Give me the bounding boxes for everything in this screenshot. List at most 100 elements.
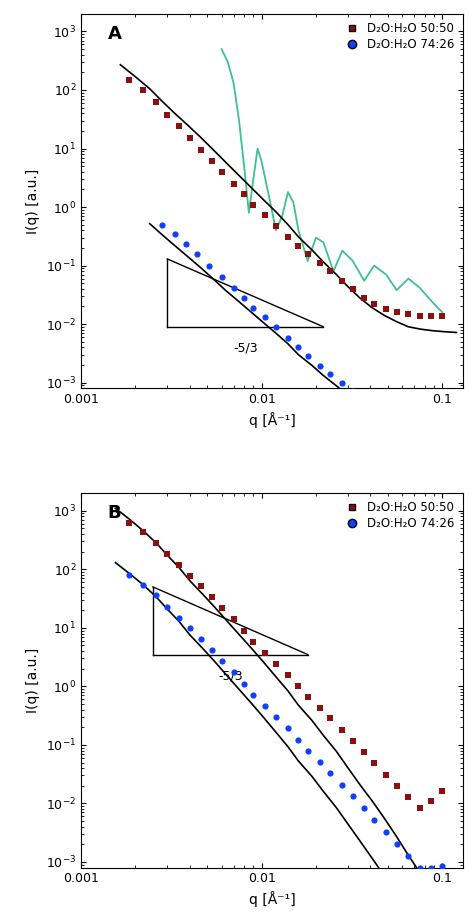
Point — [284, 330, 291, 345]
Point — [240, 677, 248, 691]
Point — [197, 631, 204, 646]
Point — [229, 612, 237, 627]
Point — [415, 800, 423, 815]
Point — [382, 402, 389, 417]
Y-axis label: I(q) [a.u.]: I(q) [a.u.] — [26, 169, 40, 234]
Point — [326, 367, 333, 382]
Point — [284, 721, 291, 736]
Text: -5/3: -5/3 — [218, 670, 242, 683]
Point — [359, 390, 367, 405]
Point — [186, 131, 193, 146]
Point — [392, 837, 400, 852]
Y-axis label: I(q) [a.u.]: I(q) [a.u.] — [26, 648, 40, 713]
Point — [271, 219, 279, 234]
Point — [294, 732, 302, 747]
Point — [125, 568, 133, 582]
Legend: D₂O:H₂O 50:50, D₂O:H₂O 74:26: D₂O:H₂O 50:50, D₂O:H₂O 74:26 — [335, 497, 458, 535]
Point — [426, 860, 434, 875]
Point — [359, 745, 367, 760]
Point — [163, 599, 171, 614]
Point — [217, 270, 225, 284]
Point — [249, 688, 257, 702]
Point — [415, 308, 423, 323]
Point — [249, 300, 257, 315]
Point — [437, 308, 445, 323]
Point — [197, 579, 204, 593]
Point — [315, 358, 323, 373]
Point — [437, 784, 445, 798]
Point — [175, 610, 183, 625]
Point — [404, 306, 411, 321]
Point — [303, 246, 311, 261]
Text: A: A — [108, 25, 121, 43]
Point — [240, 623, 248, 638]
Point — [382, 767, 389, 782]
X-axis label: q [Å⁻¹]: q [Å⁻¹] — [248, 891, 295, 907]
Point — [404, 789, 411, 804]
Point — [338, 777, 346, 792]
Point — [348, 788, 356, 803]
Point — [229, 176, 237, 191]
Point — [294, 238, 302, 253]
Point — [181, 237, 189, 252]
Point — [338, 376, 346, 390]
Point — [152, 95, 159, 110]
Text: -5/3: -5/3 — [232, 342, 257, 355]
Point — [369, 756, 377, 771]
Point — [315, 701, 323, 715]
Point — [249, 198, 257, 212]
Point — [404, 849, 411, 864]
Point — [217, 600, 225, 615]
Point — [139, 577, 147, 592]
Point — [437, 858, 445, 873]
Point — [294, 340, 302, 354]
Point — [392, 778, 400, 793]
Point — [303, 743, 311, 758]
Point — [359, 291, 367, 306]
Point — [240, 291, 248, 306]
Point — [205, 258, 212, 273]
Point — [369, 396, 377, 411]
Point — [139, 525, 147, 540]
Point — [382, 824, 389, 839]
Point — [261, 208, 268, 222]
Point — [369, 296, 377, 311]
Point — [303, 349, 311, 364]
Point — [426, 794, 434, 809]
Point — [426, 308, 434, 323]
Point — [125, 72, 133, 87]
Point — [426, 422, 434, 437]
Point — [170, 226, 178, 241]
Point — [249, 634, 257, 649]
Point — [315, 755, 323, 770]
Point — [193, 247, 201, 262]
Point — [271, 710, 279, 725]
Point — [175, 119, 183, 134]
Point — [261, 310, 268, 325]
Point — [348, 282, 356, 296]
Point — [338, 273, 346, 288]
Point — [175, 557, 183, 572]
Point — [197, 142, 204, 157]
Point — [158, 217, 165, 232]
Point — [415, 417, 423, 432]
Point — [163, 546, 171, 561]
Point — [404, 413, 411, 427]
Point — [139, 83, 147, 98]
Point — [208, 642, 215, 657]
Point — [348, 384, 356, 399]
Point — [125, 515, 133, 530]
Point — [240, 186, 248, 201]
Point — [294, 678, 302, 693]
Legend: D₂O:H₂O 50:50, D₂O:H₂O 74:26: D₂O:H₂O 50:50, D₂O:H₂O 74:26 — [335, 18, 458, 55]
Point — [392, 408, 400, 423]
Point — [217, 653, 225, 668]
Point — [415, 861, 423, 876]
Point — [326, 264, 333, 279]
Text: B: B — [108, 504, 121, 522]
Point — [229, 281, 237, 295]
Point — [392, 305, 400, 319]
Point — [152, 588, 159, 603]
Point — [186, 621, 193, 636]
X-axis label: q [Å⁻¹]: q [Å⁻¹] — [248, 412, 295, 427]
